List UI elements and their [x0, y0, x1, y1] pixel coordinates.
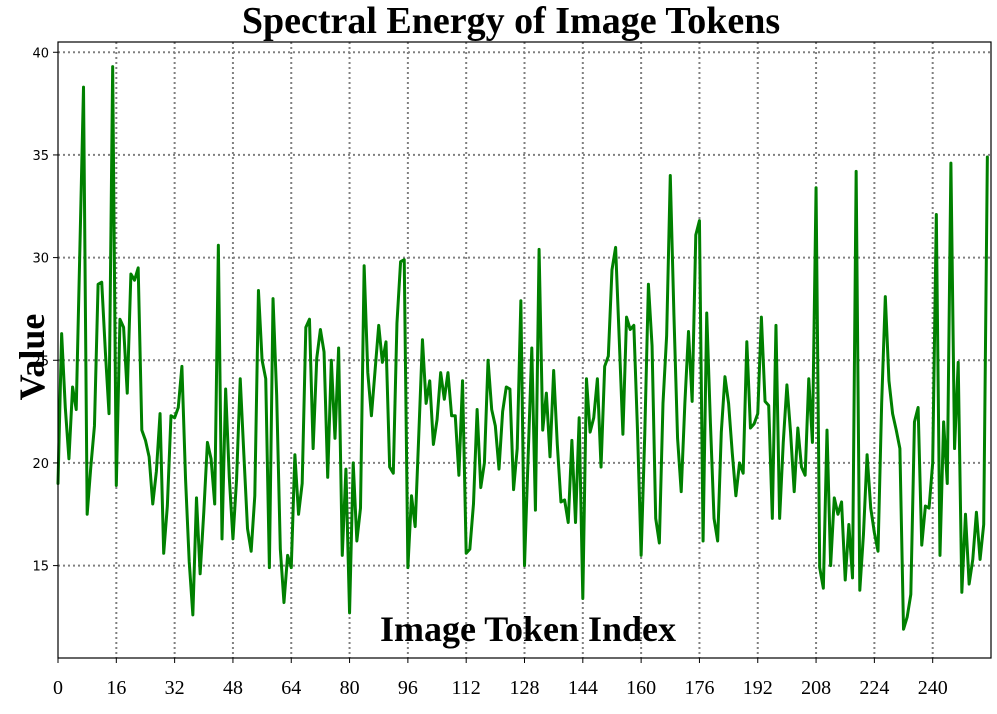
x-tick-label: 0 — [53, 677, 63, 699]
x-tick-label: 224 — [859, 677, 889, 699]
x-tick-label: 240 — [918, 677, 948, 699]
series-layer — [56, 65, 989, 631]
chart-title: Spectral Energy of Image Tokens — [242, 0, 780, 42]
y-tick-label: 35 — [32, 149, 49, 164]
x-tick-label: 48 — [223, 677, 243, 699]
y-tick-label: 20 — [32, 457, 49, 472]
x-tick-label: 64 — [281, 677, 301, 699]
x-tick-label: 80 — [340, 677, 360, 699]
x-tick-label: 128 — [510, 677, 540, 699]
x-tick-label: 192 — [743, 677, 773, 699]
y-axis-label: Value — [12, 314, 52, 401]
x-tick-label: 160 — [626, 677, 656, 699]
y-tick-label: 30 — [32, 252, 49, 267]
x-tick-label: 208 — [801, 677, 831, 699]
x-tick-label: 16 — [106, 677, 126, 699]
series-line — [56, 65, 989, 631]
y-tick-label: 25 — [32, 354, 49, 369]
x-tick-label: 32 — [165, 677, 185, 699]
x-tick-label: 144 — [568, 677, 598, 699]
x-tick-label: 112 — [452, 677, 481, 699]
y-tick-label: 15 — [32, 560, 49, 575]
ticks: 0 16 32 48 64 80 96 112 128 144 160 176 192 208 224 240… — [32, 46, 947, 699]
x-tick-label: 96 — [398, 677, 418, 699]
x-tick-label: 176 — [684, 677, 714, 699]
y-tick-label: 40 — [32, 46, 49, 61]
x-axis-label: Image Token Index — [380, 609, 676, 649]
